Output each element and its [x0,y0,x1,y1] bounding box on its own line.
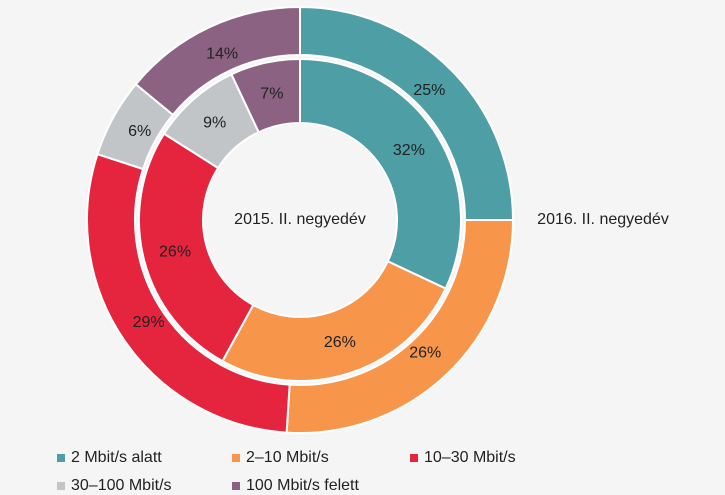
data-label: 32% [393,142,425,159]
legend-label: 10–30 Mbit/s [424,449,516,466]
legend-swatch [232,454,240,462]
legend-swatch [57,454,65,462]
data-label: 7% [260,85,283,102]
data-label: 9% [203,114,226,131]
data-label: 26% [159,243,191,260]
data-label: 29% [133,314,165,331]
donut-segment [230,57,301,134]
series-label: 2015. II. negyedév [234,211,366,228]
donut-segment [299,57,462,290]
legend-label: 100 Mbit/s felett [246,477,360,494]
data-label: 26% [324,334,356,351]
legend-swatch [232,482,240,490]
legend-label: 2–10 Mbit/s [246,449,329,466]
series-label: 2016. II. negyedév [537,211,669,228]
legend-swatch [57,482,65,490]
donut-segment [138,132,255,363]
legend-swatch [410,454,418,462]
legend-label: 2 Mbit/s alatt [71,449,162,466]
data-label: 14% [206,46,238,63]
data-label: 25% [413,82,445,99]
donut-segment [221,259,448,382]
legend-label: 30–100 Mbit/s [71,477,172,494]
data-label: 6% [128,123,151,140]
data-label: 26% [409,345,441,362]
donut-segment [134,5,301,117]
